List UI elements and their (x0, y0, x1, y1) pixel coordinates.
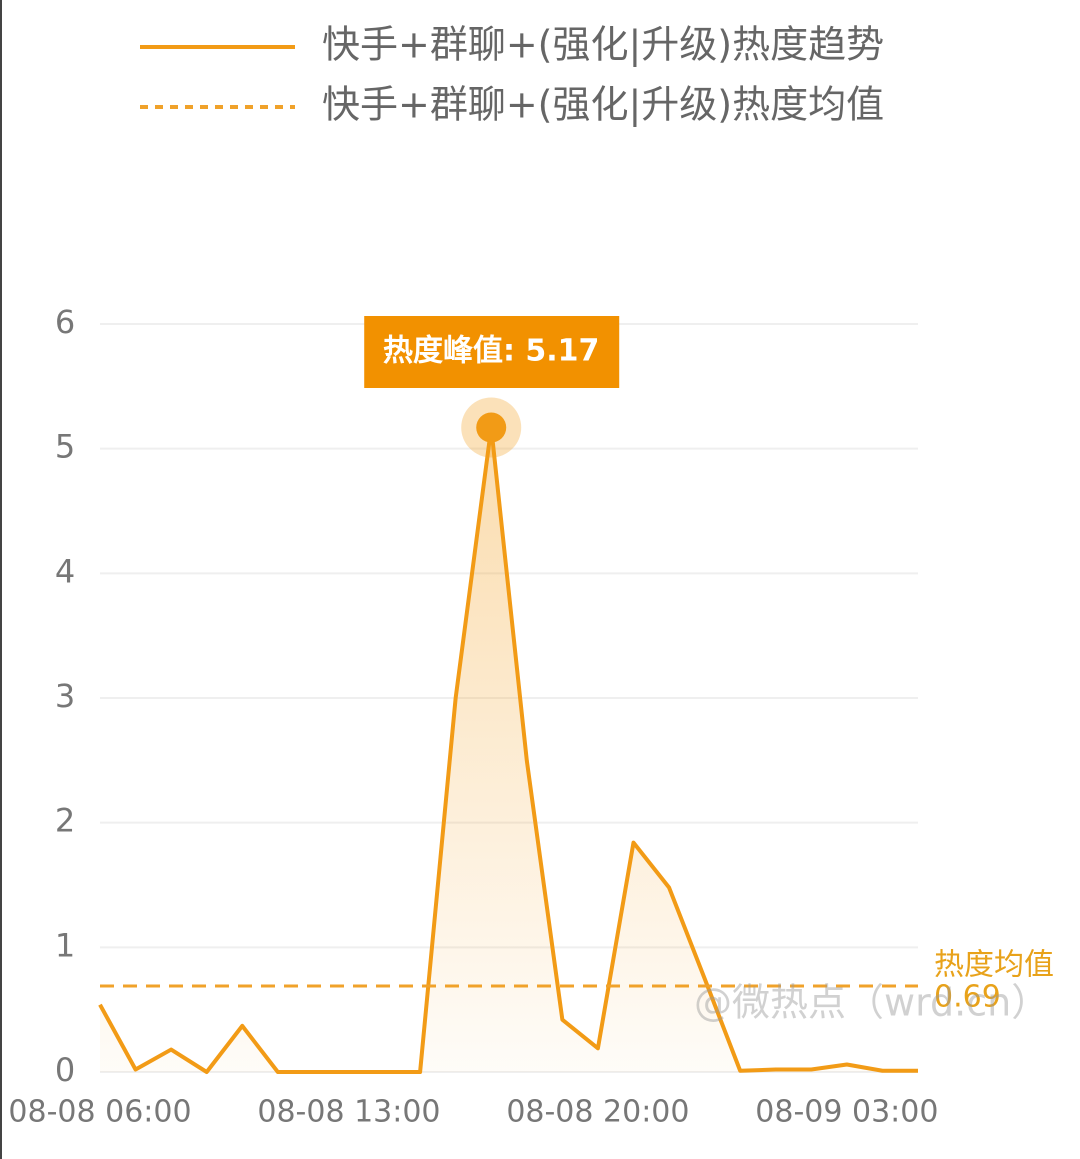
trend-line (98, 425, 918, 1074)
peak-label: 热度峰值: 5.17 (383, 334, 599, 369)
y-tick-label: 4 (55, 552, 75, 590)
y-tick-label: 5 (55, 428, 75, 466)
y-tick-label: 6 (55, 303, 75, 341)
area-fill (100, 427, 918, 1072)
y-tick-label: 0 (55, 1051, 75, 1089)
peak-dot (476, 412, 507, 443)
y-tick-label: 1 (55, 926, 75, 964)
mean-label: 热度均值 (934, 948, 1054, 983)
x-tick-label: 08-08 13:00 (257, 1095, 440, 1130)
mean-value: 0.69 (934, 980, 1001, 1015)
legend-label: 快手+群聊+(强化|升级)热度趋势 (322, 23, 884, 68)
y-tick-label: 3 (55, 677, 75, 715)
y-tick-label: 2 (55, 802, 75, 840)
legend-label: 快手+群聊+(强化|升级)热度均值 (322, 83, 884, 128)
x-tick-label: 08-08 06:00 (8, 1095, 191, 1130)
x-tick-label: 08-09 03:00 (755, 1095, 938, 1130)
watermark: @微热点（wrd.cn） (694, 981, 1049, 1025)
x-tick-label: 08-08 20:00 (506, 1095, 689, 1130)
peak-label-box (364, 316, 620, 388)
